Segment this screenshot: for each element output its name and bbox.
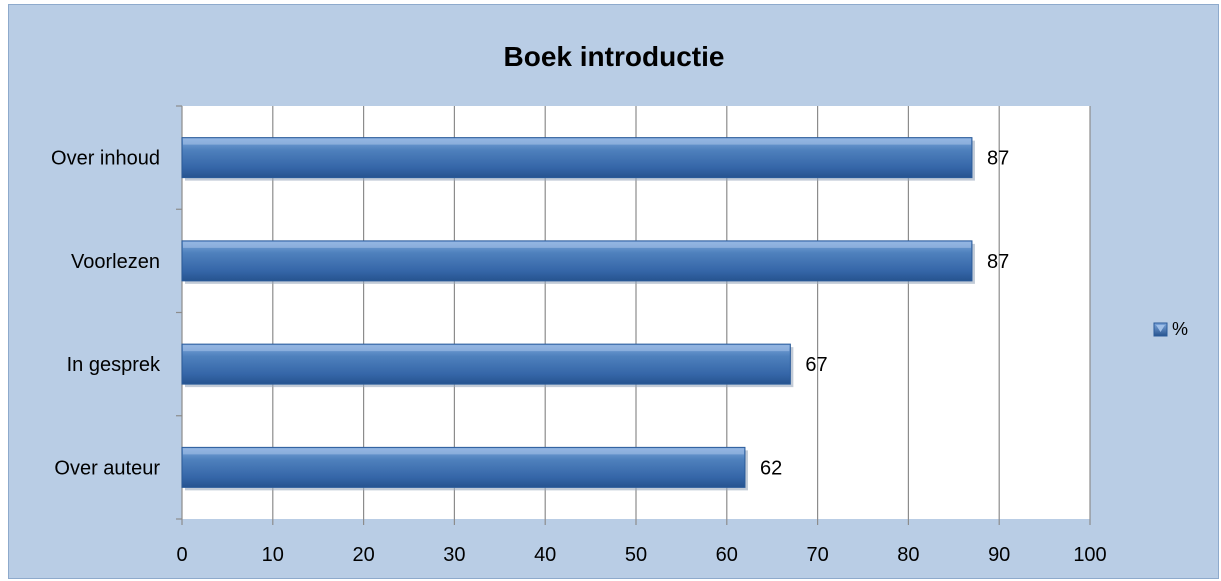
data-label: 87	[987, 251, 1009, 273]
bar-highlight	[183, 345, 790, 352]
category-label: In gesprek	[67, 354, 161, 376]
x-tick-label: 40	[534, 544, 556, 566]
bar-highlight	[183, 448, 744, 455]
x-tick-label: 30	[443, 544, 465, 566]
category-label: Over auteur	[54, 457, 160, 479]
bar-highlight	[183, 241, 971, 248]
x-tick-label: 90	[988, 544, 1010, 566]
x-tick-label: 0	[176, 544, 187, 566]
data-label: 62	[760, 457, 782, 479]
category-labels: Over inhoud Voorlezen In gesprek Over auteu…	[51, 148, 161, 480]
x-tick-label: 20	[352, 544, 374, 566]
legend-label: %	[1172, 319, 1188, 339]
data-labels: 87 87 67 62	[760, 148, 1009, 480]
data-label: 87	[987, 148, 1009, 170]
x-tick-label: 60	[716, 544, 738, 566]
x-tick-labels: 0 10 20 30 40 50 60 70 80 90 100	[176, 544, 1106, 566]
category-label: Voorlezen	[71, 251, 160, 273]
x-tick-label: 50	[625, 544, 647, 566]
legend: %	[1153, 319, 1188, 339]
bars	[181, 137, 975, 491]
chart-title: Boek introductie	[504, 41, 725, 72]
x-tick-label: 80	[897, 544, 919, 566]
bar-highlight	[183, 138, 971, 145]
data-label: 67	[805, 354, 827, 376]
legend-swatch-shine	[1156, 325, 1165, 332]
x-tick-label: 10	[262, 544, 284, 566]
category-label: Over inhoud	[51, 148, 160, 170]
x-tick-label: 70	[806, 544, 828, 566]
x-tick-label: 100	[1073, 544, 1106, 566]
